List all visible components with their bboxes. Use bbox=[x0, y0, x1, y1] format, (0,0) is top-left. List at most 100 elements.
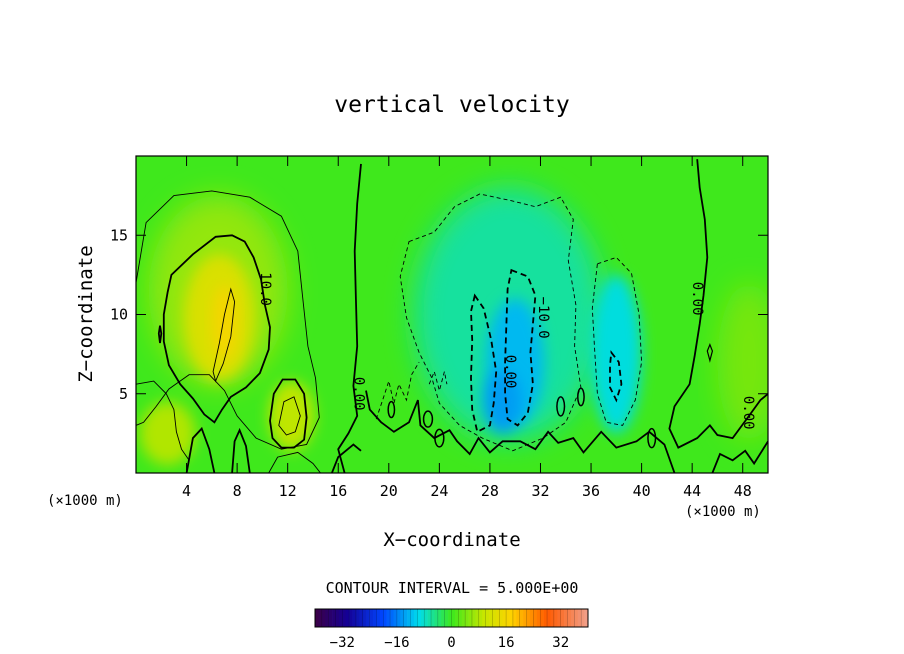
contour-line bbox=[268, 451, 321, 473]
field-blob bbox=[268, 381, 315, 451]
contour-line bbox=[668, 159, 768, 449]
colorbar-cell bbox=[506, 609, 510, 627]
colorbar-cell bbox=[359, 609, 364, 627]
colorbar-cell bbox=[574, 609, 579, 627]
x-tick-label: 32 bbox=[531, 482, 549, 500]
colorbar-cell bbox=[560, 609, 565, 627]
colorbar-cell bbox=[553, 609, 558, 627]
colorbar-cell bbox=[448, 609, 452, 627]
x-tick-label: 40 bbox=[633, 482, 651, 500]
contour-line bbox=[331, 443, 362, 473]
colorbar-cell bbox=[564, 609, 568, 627]
colorbar-cell bbox=[362, 609, 367, 627]
colorbar-cell bbox=[349, 609, 353, 627]
y-axis-ticks: 5 10 15 bbox=[110, 226, 768, 403]
colorbar-cell bbox=[444, 609, 449, 627]
colorbar-cell bbox=[540, 609, 544, 627]
contour-eddy bbox=[422, 410, 434, 428]
colorbar-tick-label: 16 bbox=[498, 635, 515, 651]
contour-line bbox=[136, 380, 190, 461]
colorbar-cell bbox=[482, 609, 486, 627]
colorbar-cell bbox=[557, 609, 561, 627]
colorbar-cell bbox=[345, 609, 350, 627]
colorbar-tick-label: −32 bbox=[330, 635, 355, 651]
contour-line bbox=[706, 342, 714, 363]
colorbar-cell bbox=[332, 609, 336, 627]
x-tick-label: 44 bbox=[683, 482, 701, 500]
contour-line-negative bbox=[504, 268, 537, 427]
x-unit-right: (×1000 m) bbox=[685, 504, 761, 520]
contour-line bbox=[278, 396, 301, 436]
colorbar-cell bbox=[495, 609, 500, 627]
contour-line-negative bbox=[470, 293, 498, 434]
colorbar-cell bbox=[321, 609, 326, 627]
colorbar-cell bbox=[417, 609, 422, 627]
contour-line bbox=[337, 163, 362, 473]
colorbar-tick-label: 0 bbox=[447, 635, 455, 651]
y-axis-label: Z−coordinate bbox=[75, 245, 97, 382]
contour-line-negative bbox=[375, 361, 420, 420]
colorbar-cell bbox=[519, 609, 524, 627]
colorbar-cell bbox=[468, 609, 473, 627]
x-tick-label: 36 bbox=[582, 482, 600, 500]
colorbar-cell bbox=[400, 609, 405, 627]
colorbar-cell bbox=[352, 609, 357, 627]
contour-line bbox=[212, 287, 236, 383]
colorbar-cell bbox=[567, 609, 572, 627]
colorbar-cell bbox=[410, 609, 415, 627]
colorbar-cell bbox=[478, 609, 483, 627]
colorbar-cell bbox=[379, 609, 384, 627]
contour-line bbox=[185, 426, 216, 473]
x-unit-left: (×1000 m) bbox=[47, 493, 123, 509]
contour-interval-label: CONTOUR INTERVAL = 5.000E+00 bbox=[326, 579, 579, 597]
colorbar-cell bbox=[427, 609, 432, 627]
y-tick-label: 5 bbox=[119, 385, 128, 403]
colorbar-cell bbox=[509, 609, 514, 627]
x-tick-label: 4 bbox=[182, 482, 191, 500]
colorbar-cell bbox=[465, 609, 469, 627]
field-blob bbox=[717, 282, 768, 442]
colorbar-cell bbox=[492, 609, 497, 627]
colorbar-cell bbox=[543, 609, 548, 627]
x-tick-label: 16 bbox=[329, 482, 347, 500]
colorbar-cell bbox=[441, 609, 445, 627]
x-axis-ticks: 4 8 12 16 20 24 28 32 36 40 44 48 bbox=[182, 156, 752, 500]
colorbar-cell bbox=[315, 609, 319, 627]
contour-eddy bbox=[556, 396, 566, 417]
colorbar-cell bbox=[475, 609, 480, 627]
colorbar-cell bbox=[390, 609, 394, 627]
colorbar-cell bbox=[373, 609, 377, 627]
contour-label: 0.00 bbox=[350, 377, 366, 411]
colorbar-cell bbox=[499, 609, 503, 627]
colorbar-cell bbox=[437, 609, 442, 627]
y-tick-label: 15 bbox=[110, 226, 128, 244]
colorbar-cell bbox=[434, 609, 439, 627]
colorbar-cell bbox=[454, 609, 459, 627]
contour-labels: 10.0 0.00 0.00 −10.0 0.00 0.00 bbox=[257, 272, 756, 429]
contour-line bbox=[365, 390, 676, 473]
colorbar-cell bbox=[451, 609, 456, 627]
colorbar-cell bbox=[512, 609, 517, 627]
field-blob bbox=[483, 369, 522, 434]
colorbar-cell bbox=[526, 609, 531, 627]
colorbar-cell bbox=[396, 609, 401, 627]
colorbar-cell bbox=[342, 609, 347, 627]
contour-line bbox=[231, 427, 251, 473]
field-blob bbox=[139, 401, 196, 466]
contour-lines bbox=[136, 159, 768, 473]
contour-label: 0.00 bbox=[502, 355, 518, 389]
colorbar bbox=[314, 608, 589, 628]
colorbar-cell bbox=[523, 609, 527, 627]
contour-line bbox=[136, 190, 320, 450]
contour-line bbox=[711, 440, 768, 473]
contour-line bbox=[162, 234, 271, 424]
contour-label: −10.0 bbox=[535, 297, 551, 339]
colorbar-cell bbox=[584, 609, 589, 627]
contour-eddy bbox=[434, 428, 445, 448]
colorbar-cell bbox=[536, 609, 541, 627]
colorbar-cell bbox=[383, 609, 387, 627]
colorbar-cell bbox=[431, 609, 435, 627]
contour-eddy bbox=[577, 387, 585, 407]
colorbar-cell bbox=[355, 609, 360, 627]
